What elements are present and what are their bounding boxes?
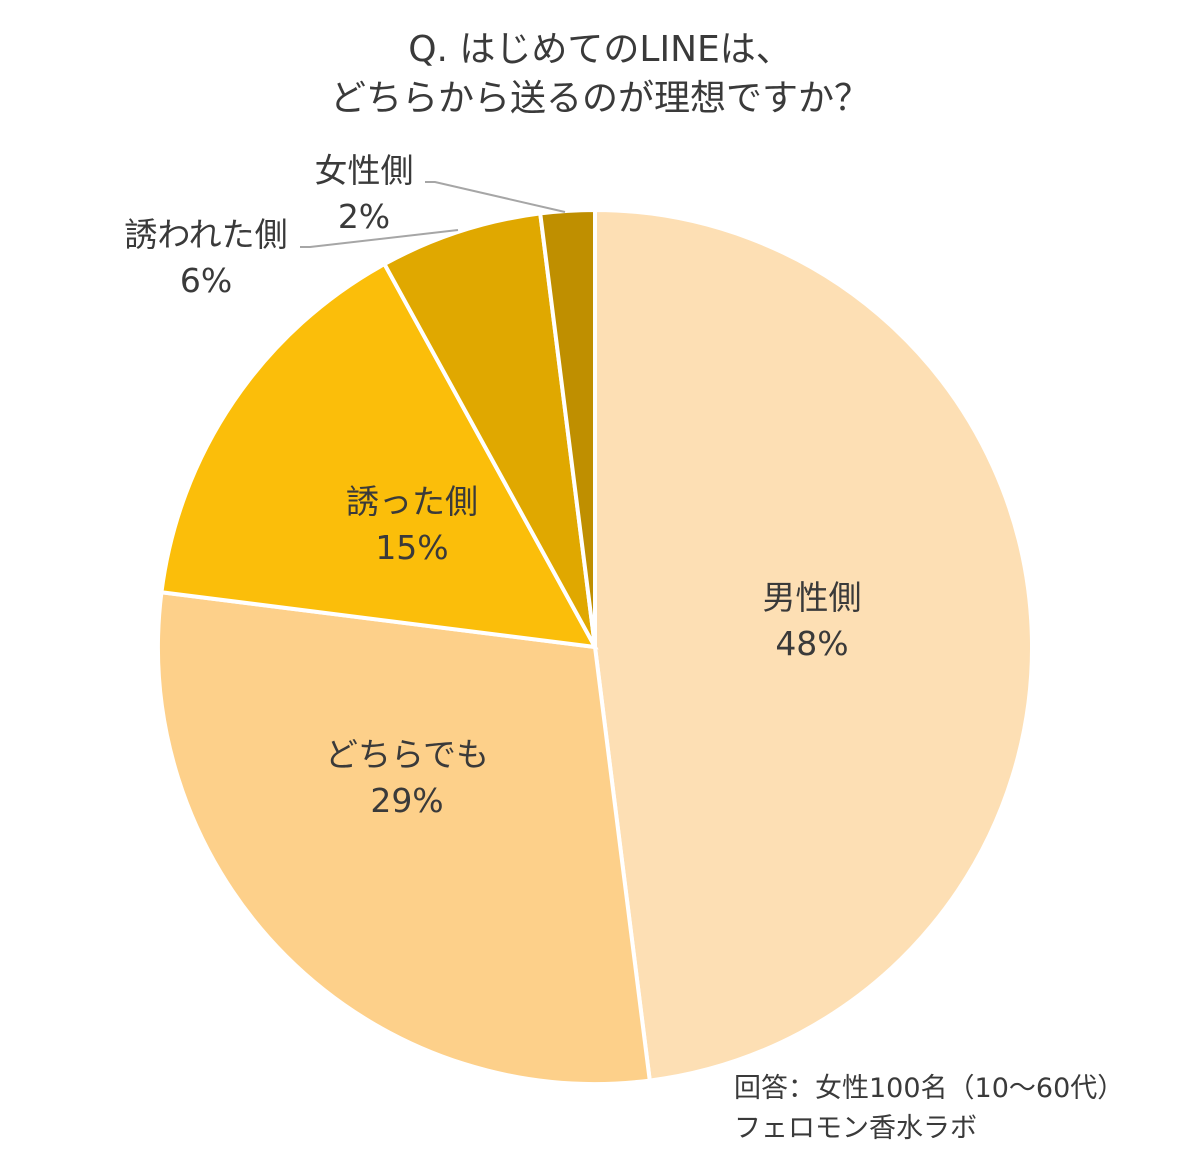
slice-label-male: 男性側 48% bbox=[763, 575, 862, 667]
pie-slice bbox=[537, 207, 597, 648]
slice-label-invitee: 誘われた側 6% bbox=[124, 212, 287, 304]
leader-line bbox=[300, 229, 459, 248]
slice-category: 女性側 bbox=[314, 151, 414, 190]
slice-value: 29% bbox=[370, 781, 444, 820]
slice-label-inviter: 誘った側 15% bbox=[346, 479, 478, 571]
slice-label-female: 女性側 2% bbox=[315, 148, 414, 240]
slice-label-either: どちらでも 29% bbox=[325, 732, 489, 824]
chart-title-line2: どちらから送るのが理想ですか？ bbox=[329, 78, 870, 119]
pie-slice bbox=[159, 261, 599, 650]
slice-value: 6% bbox=[179, 261, 233, 300]
leader-line bbox=[425, 181, 566, 213]
slice-category: 男性側 bbox=[762, 578, 862, 617]
slice-value: 48% bbox=[775, 624, 849, 663]
slice-value: 15% bbox=[375, 528, 449, 567]
slice-value: 2% bbox=[337, 197, 391, 236]
pie-slice bbox=[156, 589, 653, 1086]
pie-slice bbox=[593, 207, 1034, 1083]
respondents-note: 回答：女性100名（10～60代） bbox=[734, 1073, 1125, 1104]
pie-slice bbox=[381, 211, 597, 648]
source-note: フェロモン香水ラボ bbox=[734, 1113, 977, 1144]
chart-title-line1: Q. はじめてのLINEは、 bbox=[408, 29, 792, 70]
slice-category: どちらでも bbox=[324, 735, 490, 774]
slice-category: 誘った側 bbox=[346, 482, 478, 521]
slice-category: 誘われた側 bbox=[124, 215, 288, 254]
